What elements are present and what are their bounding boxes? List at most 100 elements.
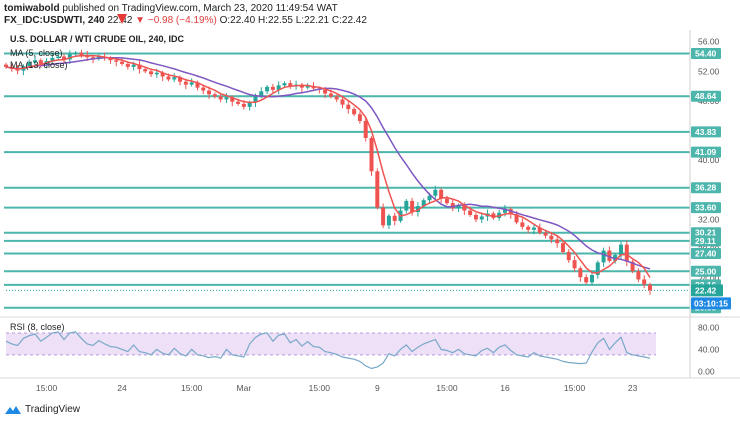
symbol-name: FX_IDC:USDWTI, 240: [4, 15, 105, 26]
candle-body: [421, 200, 426, 207]
candle-body: [172, 77, 177, 80]
candle-body: [427, 195, 432, 201]
marker-arrow-icon: [117, 14, 128, 24]
candle-body: [618, 244, 623, 255]
candle-body: [282, 83, 287, 86]
level-tag-label: 48.64: [695, 91, 717, 101]
level-tag: [691, 265, 721, 277]
candle-body: [195, 82, 200, 88]
candle-body: [183, 81, 188, 85]
x-tick-label: 15:00: [436, 383, 458, 393]
level-tag-label: 54.40: [695, 49, 717, 59]
rsi-band: [6, 332, 656, 355]
candle-body: [259, 91, 264, 97]
candle-body: [288, 83, 293, 87]
level-tag: [691, 126, 721, 138]
level-tag: [691, 48, 721, 60]
candle-body: [160, 72, 165, 77]
current-price-label: 22.42: [695, 285, 717, 295]
rsi-line: [5, 331, 651, 370]
candle-body: [305, 86, 310, 88]
candle-body: [375, 171, 380, 208]
ma5-label: MA (5, close): [10, 48, 63, 58]
candle-body: [131, 64, 136, 67]
published-text: published on TradingView.com, March 23, …: [62, 3, 338, 14]
candle-body: [50, 57, 55, 61]
level-tag-label: 30.21: [695, 228, 717, 238]
rsi-pane: [5, 331, 656, 370]
symbol-info: FX_IDC:USDWTI, 240 22.42 ▼ −0.98 (−4.19%…: [4, 15, 367, 26]
level-tag-label: 33.60: [695, 203, 717, 213]
candle-body: [276, 85, 281, 90]
candle-body: [584, 277, 589, 283]
level-tag-label: 29.11: [695, 236, 716, 246]
candle-body: [526, 226, 531, 230]
candles: [4, 49, 652, 295]
candle-body: [149, 71, 154, 75]
legend: U.S. DOLLAR / WTI CRUDE OIL, 240, IDC MA…: [10, 34, 185, 332]
chart-title: U.S. DOLLAR / WTI CRUDE OIL, 240, IDC: [10, 34, 185, 44]
candle-body: [4, 64, 8, 67]
candle-body: [323, 89, 328, 94]
y-tick-label: 32.00: [698, 214, 720, 224]
last-price: 22.42: [107, 15, 133, 26]
level-tag: [691, 182, 721, 194]
candle-body: [543, 232, 548, 236]
candle-body: [241, 103, 246, 107]
candle-body: [369, 137, 374, 172]
candle-body: [73, 52, 78, 55]
candle-body: [328, 93, 333, 97]
candle-body: [137, 64, 142, 70]
x-tick-label: 16: [500, 383, 510, 393]
candle-body: [537, 227, 542, 233]
countdown-label: 03:10:15: [694, 298, 728, 308]
candle-body: [363, 120, 368, 138]
candle-body: [67, 54, 72, 60]
x-tick-label: 15:00: [564, 383, 586, 393]
author-name: tomiwabold: [4, 3, 60, 14]
candle-body: [166, 76, 171, 80]
candle-body: [462, 205, 467, 211]
candle-body: [247, 102, 252, 107]
level-tag-label: 43.83: [695, 127, 717, 137]
level-tag: [691, 90, 721, 102]
x-tick-label: 15:00: [181, 383, 203, 393]
candle-body: [253, 96, 258, 103]
candle-body: [230, 97, 235, 102]
level-tag: [691, 247, 721, 259]
candle-body: [265, 86, 270, 92]
ohlc-values: O:22.40 H:22.55 L:22.21 C:22.42: [219, 15, 367, 26]
publish-info: tomiwabold published on TradingView.com,…: [4, 3, 338, 14]
tradingview-brand[interactable]: TradingView: [4, 403, 80, 415]
candle-body: [595, 262, 600, 275]
rsi-tick-label: 0.00: [698, 366, 715, 376]
y-tick-label: 52.00: [698, 66, 720, 76]
candle-body: [27, 62, 32, 67]
x-tick-label: 15:00: [309, 383, 331, 393]
rsi-label: RSI (8, close): [10, 322, 65, 332]
level-tag-label: 27.40: [695, 248, 717, 258]
candle-body: [450, 203, 455, 209]
candle-body: [236, 101, 241, 104]
candle-body: [410, 200, 415, 213]
candle-body: [555, 239, 560, 244]
candle-body: [125, 63, 130, 67]
candle-body: [468, 210, 473, 215]
candle-body: [648, 284, 652, 291]
candle-body: [178, 77, 183, 82]
candle-body: [207, 90, 212, 95]
candle-body: [357, 114, 362, 121]
candle-body: [520, 222, 525, 227]
candle-body: [56, 56, 61, 58]
y-tick-label: 56.00: [698, 37, 720, 47]
horizontal-levels: [4, 52, 690, 309]
axes: 56.0052.0048.0044.0040.0036.0032.0028.00…: [0, 30, 740, 393]
candle-body: [346, 104, 351, 110]
candle-body: [201, 87, 206, 91]
candle-body: [189, 82, 194, 85]
candle-body: [38, 60, 43, 64]
candle-body: [415, 206, 420, 213]
candle-body: [212, 94, 217, 97]
candle-body: [624, 244, 629, 262]
